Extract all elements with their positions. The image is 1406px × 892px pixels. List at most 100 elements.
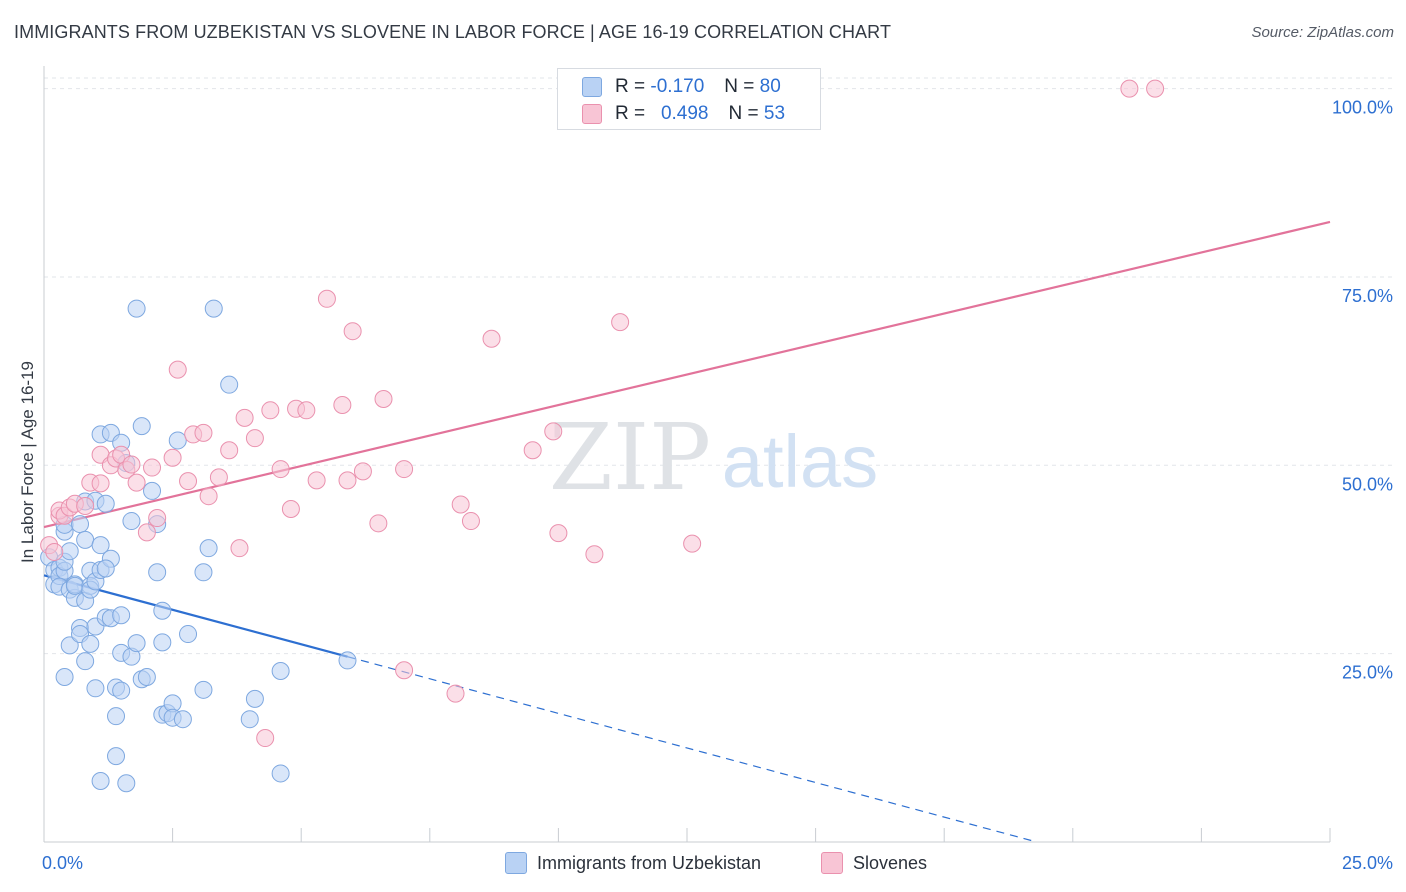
data-point-uzbekistan — [179, 625, 198, 644]
series-label: Immigrants from Uzbekistan — [537, 852, 762, 873]
data-point-uzbekistan — [132, 417, 151, 436]
data-point-uzbekistan — [220, 375, 239, 394]
data-point-slovene — [220, 441, 239, 460]
legend-swatch-blue — [582, 77, 602, 97]
data-point-slovene — [611, 313, 630, 332]
series-label: Slovenes — [853, 852, 928, 873]
legend-swatch-pink — [582, 104, 602, 124]
data-point-uzbekistan — [127, 299, 146, 318]
data-point-slovene — [395, 661, 414, 680]
data-point-uzbekistan — [153, 601, 172, 620]
legend-r-value: 0.498 — [660, 103, 709, 124]
legend-n-label: N = — [724, 76, 755, 97]
data-point-uzbekistan — [338, 651, 357, 670]
legend-r-label: R = — [615, 103, 646, 124]
data-point-uzbekistan — [60, 542, 79, 561]
data-point-uzbekistan — [143, 481, 162, 500]
data-point-uzbekistan — [65, 576, 84, 595]
data-point-slovene — [333, 396, 352, 415]
data-point-slovene — [353, 462, 372, 481]
chart-title: IMMIGRANTS FROM UZBEKISTAN VS SLOVENE IN… — [14, 22, 892, 42]
data-point-slovene — [199, 487, 218, 506]
data-point-slovene — [395, 460, 414, 479]
data-point-uzbekistan — [127, 634, 146, 653]
watermark-atlas: atlas — [722, 420, 878, 503]
data-point-slovene — [127, 473, 146, 492]
data-point-slovene — [343, 322, 362, 341]
data-point-slovene — [137, 523, 156, 542]
data-point-slovene — [317, 289, 336, 308]
legend-row-uzbekistan: R = -0.170 N = 80 — [582, 75, 781, 99]
data-point-uzbekistan — [107, 707, 126, 726]
trend-line-slovene — [43, 220, 1331, 529]
data-point-slovene — [461, 512, 480, 531]
data-point-uzbekistan — [271, 764, 290, 783]
data-point-uzbekistan — [71, 515, 90, 534]
data-point-uzbekistan — [60, 636, 79, 655]
data-point-uzbekistan — [173, 710, 192, 729]
data-point-uzbekistan — [91, 771, 110, 790]
data-point-uzbekistan — [112, 606, 131, 625]
watermark: ZIP atlas — [549, 404, 878, 511]
data-point-slovene — [194, 423, 213, 442]
legend-n-value: 53 — [763, 103, 786, 124]
data-point-slovene — [245, 429, 264, 448]
series-legend-slovenes: Slovenes — [821, 852, 927, 874]
y-tick-label: 100.0% — [1332, 98, 1393, 118]
data-point-uzbekistan — [168, 431, 187, 450]
trend-lines — [43, 220, 1331, 843]
series-swatch-pink — [821, 852, 843, 874]
legend-r-value: -0.170 — [650, 76, 705, 97]
data-point-slovene — [76, 496, 95, 515]
data-point-uzbekistan — [96, 559, 115, 578]
data-point-slovene — [179, 472, 198, 491]
data-point-uzbekistan — [76, 530, 95, 549]
data-point-slovene — [91, 474, 110, 493]
data-point-slovene — [549, 524, 568, 543]
tick-labels: 25.0% 50.0% 75.0% 100.0% 0.0% 25.0% — [42, 98, 1393, 873]
y-tick-label: 50.0% — [1342, 474, 1393, 494]
data-point-slovene — [168, 360, 187, 379]
data-point-uzbekistan — [91, 536, 110, 555]
watermark-zip: ZIP — [549, 404, 711, 511]
data-point-uzbekistan — [204, 299, 223, 318]
data-point-slovene — [683, 534, 702, 553]
data-point-slovene — [230, 539, 249, 558]
series-legend: Immigrants from Uzbekistan Slovenes — [0, 852, 1406, 878]
series-legend-uzbekistan: Immigrants from Uzbekistan — [505, 852, 761, 874]
data-point-uzbekistan — [194, 563, 213, 582]
data-point-slovene — [1146, 79, 1165, 98]
data-point-slovene — [451, 495, 470, 514]
data-point-uzbekistan — [245, 689, 264, 708]
x-tick-label: 0.0% — [42, 853, 83, 873]
data-point-slovene — [1120, 79, 1139, 98]
legend-r-label: R = — [615, 76, 646, 97]
data-point-slovene — [482, 329, 501, 348]
data-point-uzbekistan — [112, 681, 131, 700]
data-point-slovene — [235, 408, 254, 427]
data-point-slovene — [209, 468, 228, 487]
x-tick-label: 25.0% — [1342, 853, 1393, 873]
data-point-slovene — [45, 542, 64, 561]
data-point-slovene — [446, 684, 465, 703]
legend-n-value: 80 — [759, 76, 781, 97]
data-point-uzbekistan — [194, 680, 213, 699]
data-point-slovene — [256, 729, 275, 748]
data-point-uzbekistan — [122, 512, 141, 531]
data-point-slovene — [307, 471, 326, 490]
data-point-uzbekistan — [271, 661, 290, 680]
data-point-uzbekistan — [240, 710, 259, 729]
data-point-slovene — [544, 422, 563, 441]
data-point-slovene — [374, 390, 393, 409]
legend-row-slovenes: R = 0.498 N = 53 — [582, 102, 785, 126]
data-point-slovene — [585, 545, 604, 564]
data-point-slovene — [261, 401, 280, 420]
data-point-slovene — [523, 441, 542, 460]
data-point-slovene — [369, 514, 388, 533]
data-point-slovene — [163, 448, 182, 467]
y-axis-title: In Labor Force | Age 16-19 — [18, 361, 37, 563]
grid-lines — [44, 77, 1392, 655]
data-point-uzbekistan — [81, 634, 100, 653]
y-tick-label: 25.0% — [1342, 663, 1393, 683]
data-point-slovene — [143, 458, 162, 477]
